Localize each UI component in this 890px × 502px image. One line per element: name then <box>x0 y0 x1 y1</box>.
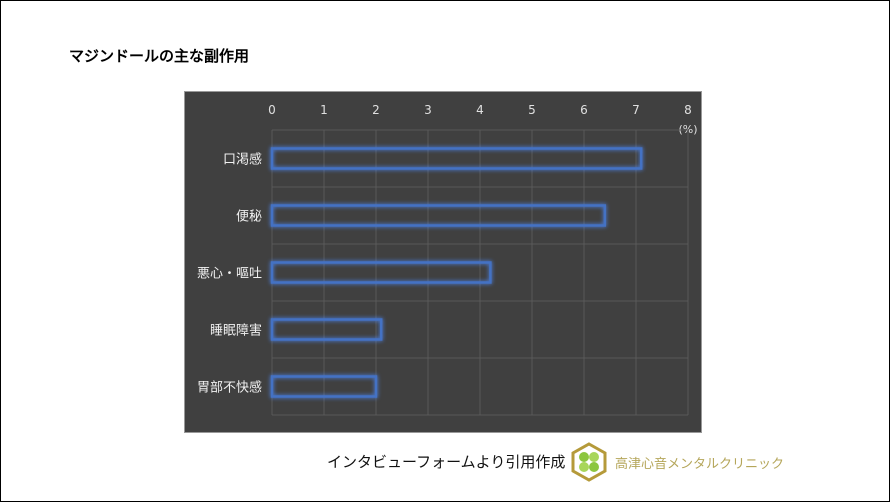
x-tick-label: 8 <box>684 103 692 117</box>
category-label: 睡眠障害 <box>210 323 262 339</box>
bar-chart: 0 1 2 3 4 5 6 7 8 (%) 口渇感 便秘 悪心・嘔吐 睡眠障害 胃部不快感 <box>184 91 702 433</box>
bar <box>270 261 492 284</box>
category-label: 便秘 <box>236 210 262 225</box>
category-label: 口渇感 <box>223 152 262 168</box>
x-tick-label: 1 <box>320 103 328 117</box>
x-tick-label: 2 <box>372 103 380 117</box>
clinic-logo-icon <box>571 442 607 482</box>
x-tick-label: 7 <box>632 103 640 117</box>
source-credit: インタビューフォームより引用作成 <box>327 453 566 471</box>
bar <box>270 204 607 227</box>
bar <box>270 147 643 170</box>
bar <box>270 318 383 341</box>
clinic-name: 高津心音メンタルクリニック <box>615 457 785 472</box>
x-tick-label: 5 <box>528 103 536 117</box>
category-label: 胃部不快感 <box>197 380 262 396</box>
bar <box>270 375 378 398</box>
x-tick-label: 0 <box>268 103 276 117</box>
category-label: 悪心・嘔吐 <box>197 267 262 282</box>
page-title: マジンドールの主な副作用 <box>69 47 250 65</box>
x-tick-label: 4 <box>476 103 484 117</box>
x-tick-label: 3 <box>424 103 432 117</box>
x-tick-label: 6 <box>580 103 588 117</box>
